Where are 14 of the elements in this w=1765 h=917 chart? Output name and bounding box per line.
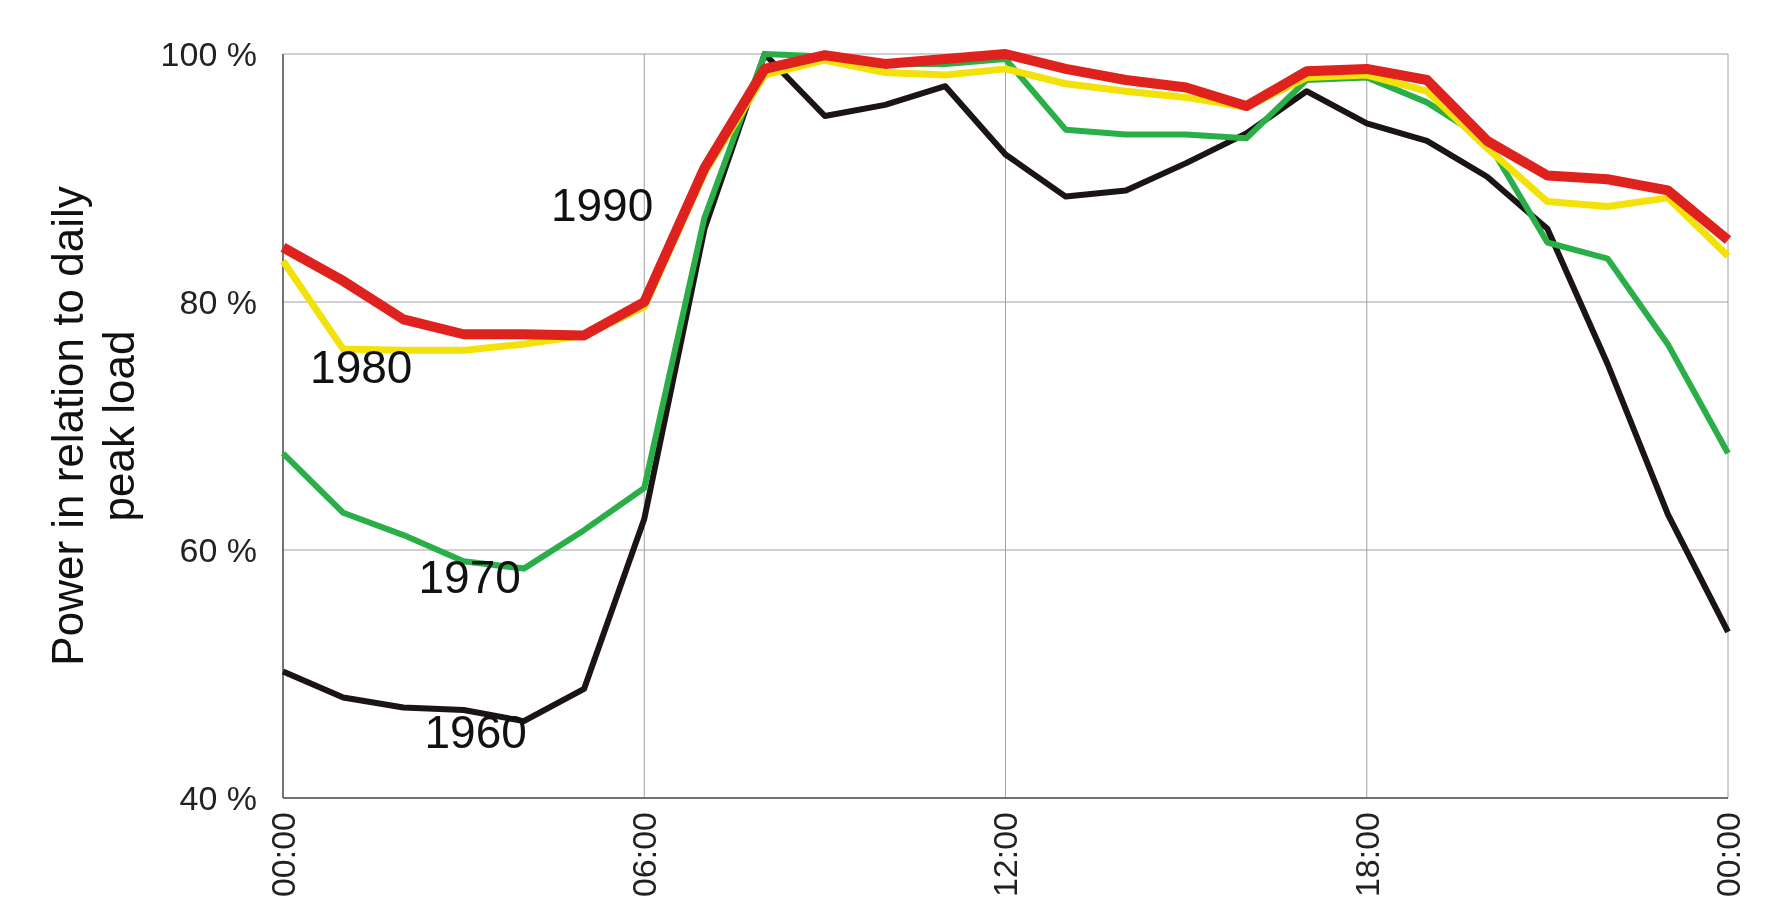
y-tick-label: 40 % (179, 778, 257, 817)
series-label: 1980 (310, 340, 413, 393)
x-tick-label: 18:00 (1347, 812, 1386, 898)
x-tick-label: 00:00 (263, 812, 302, 898)
series-label: 1990 (550, 179, 654, 232)
y-axis-title: Power in relation to daily peak load (43, 186, 143, 666)
series-label: 1960 (424, 706, 527, 759)
y-tick-label: 60 % (179, 530, 257, 569)
x-tick-label: 12:00 (986, 812, 1025, 898)
series-label: 1970 (418, 551, 521, 604)
y-tick-label: 80 % (179, 282, 257, 321)
x-tick-label: 00:00 (1708, 812, 1747, 898)
y-tick-label: 100 % (160, 34, 257, 73)
x-tick-label: 06:00 (625, 812, 664, 898)
